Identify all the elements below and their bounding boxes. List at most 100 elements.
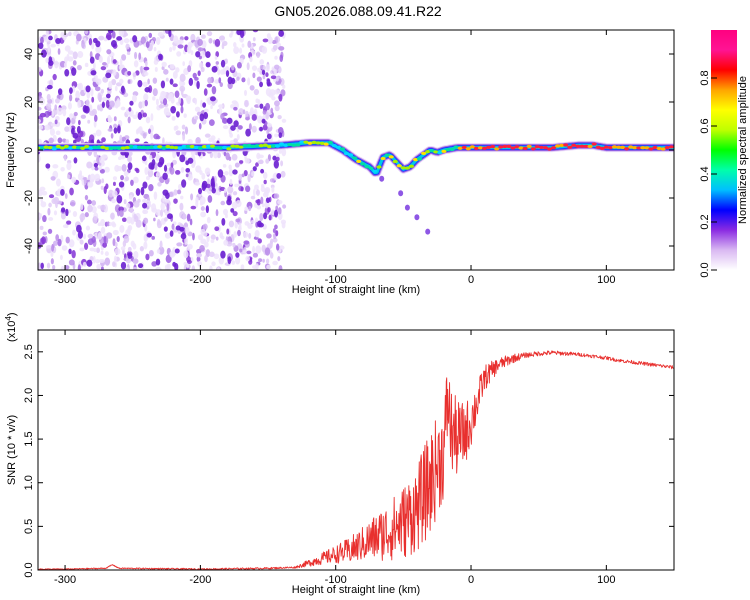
spectrogram-noise-blob <box>250 220 255 224</box>
spectrogram-noise-blob <box>105 93 111 99</box>
spectrogram-noise-blob <box>92 255 96 264</box>
spectrogram-noise-blob <box>184 36 189 41</box>
spectrogram-noise-blob <box>190 205 197 210</box>
spectrogram-noise-blob <box>170 162 174 169</box>
spectrogram-noise-blob <box>199 244 205 252</box>
spectrogram-noise-blob <box>64 265 70 270</box>
spectrogram-ridge-peak <box>270 144 277 148</box>
spectrogram-noise-blob <box>197 38 203 47</box>
spectrogram-x-tick-label: 100 <box>597 274 615 286</box>
spectrogram-noise-blob <box>98 55 103 63</box>
spectrogram-noise-blob <box>196 252 202 258</box>
spectrogram-noise-blob <box>169 78 174 85</box>
spectrogram-ridge-peak <box>80 146 86 151</box>
spectrogram-noise-blob <box>86 199 92 205</box>
spectrogram-ridge-peak <box>384 153 390 157</box>
spectrogram-noise-blob <box>204 167 211 176</box>
spectrogram-noise-blob <box>274 55 278 60</box>
spectrogram-ridge-peak <box>169 145 175 149</box>
spectrogram-noise-blob <box>155 153 160 162</box>
spectrogram-noise-blob <box>179 202 184 211</box>
spectrogram-noise-blob <box>194 76 199 81</box>
spectrogram-noise-blob <box>151 158 156 167</box>
spectrogram-noise-blob <box>112 238 116 247</box>
spectrogram-noise-blob <box>262 74 266 80</box>
spectrogram-noise-blob <box>106 221 110 227</box>
spectrogram-ridge-peak <box>360 162 366 166</box>
spectrogram-noise-blob <box>142 209 147 214</box>
spectrogram-noise-blob <box>142 132 147 139</box>
spectrogram-noise-blob <box>278 30 285 37</box>
spectrogram-ridge-peak <box>400 166 406 170</box>
spectrogram-noise-blob <box>143 241 148 250</box>
spectrogram-noise-blob <box>244 157 250 164</box>
spectrogram-noise-blob <box>274 105 280 112</box>
spectrogram-ridge-peak <box>441 149 447 153</box>
spectrogram-noise-blob <box>79 213 86 221</box>
spectrogram-noise-blob <box>135 188 141 196</box>
spectrogram-noise-blob <box>260 168 265 174</box>
spectrogram-noise-blob <box>188 77 194 86</box>
spectrogram-noise-blob <box>180 195 184 200</box>
spectrogram-noise-blob <box>250 195 256 200</box>
snr-panel: -300 -200 -100 0 100 0.0 0.5 1.0 1.5 2.0 2.5 Heig… <box>4 312 675 596</box>
spectrogram-noise-blob <box>133 213 137 220</box>
spectrogram-noise-blob <box>187 173 193 181</box>
spectrogram-noise-blob <box>104 166 110 173</box>
spectrogram-noise-blob <box>127 252 133 259</box>
spectrogram-noise-blob <box>138 101 143 109</box>
spectrogram-noise-blob <box>111 221 116 226</box>
spectrogram-noise-blob <box>192 232 195 241</box>
spectrogram-noise-blob <box>106 232 113 239</box>
spectrogram-noise-blob <box>122 240 127 247</box>
spectrogram-ridge-peak <box>161 146 167 150</box>
spectrogram-noise-blob <box>207 77 213 84</box>
spectrogram-noise-blob <box>44 124 51 131</box>
spectrogram-ridge-peak <box>258 144 264 148</box>
spectrogram-ridge-peak <box>254 144 260 148</box>
spectrogram-noise-blob <box>251 125 257 133</box>
spectrogram-noise-blob <box>127 79 131 84</box>
spectrogram-x-tick-label: -200 <box>189 274 211 286</box>
spectrogram-noise-blob <box>103 235 107 244</box>
spectrogram-noise-blob <box>181 124 186 130</box>
spectrogram-noise-blob <box>156 249 161 254</box>
spectrogram-ridge-peak <box>481 146 488 150</box>
spectrogram-noise-blob <box>112 229 119 236</box>
spectrogram-noise-blob <box>235 200 242 208</box>
spectrogram-y-tick-label: 20 <box>23 96 35 108</box>
spectrogram-noise-blob <box>211 65 218 73</box>
spectrogram-y-tick-label: -40 <box>23 238 35 254</box>
spectrogram-noise-blob <box>100 185 104 190</box>
spectrogram-noise-blob <box>231 153 238 161</box>
spectrogram-noise-blob <box>267 123 273 128</box>
spectrogram-noise-blob <box>215 209 219 217</box>
spectrogram-noise-blob <box>166 162 173 167</box>
spectrogram-noise-blob <box>187 259 192 265</box>
spectrogram-noise-blob <box>134 138 140 143</box>
spectrogram-ridge-peak <box>214 146 220 150</box>
spectrogram-ridge-peak <box>222 145 228 150</box>
spectrogram-noise-blob <box>63 154 67 162</box>
spectrogram-noise-blob <box>247 173 251 183</box>
spectrogram-ridge-peak <box>343 151 350 156</box>
snr-plot-area <box>38 330 674 570</box>
spectrogram-noise-blob <box>266 128 270 135</box>
spectrogram-ridge-peak <box>530 147 536 151</box>
spectrogram-noise-blob <box>210 238 215 244</box>
spectrogram-noise-blob <box>239 47 243 54</box>
spectrogram-noise-blob <box>161 61 167 67</box>
spectrogram-noise-blob <box>64 69 70 77</box>
spectrogram-noise-blob <box>241 173 245 178</box>
snr-y-tick-label: 0.0 <box>23 562 35 577</box>
spectrogram-noise-blob <box>47 44 51 53</box>
spectrogram-noise-blob <box>155 135 161 140</box>
spectrogram-noise-blob <box>219 232 223 239</box>
spectrogram-noise-blob <box>272 155 277 161</box>
spectrogram-ridge-peak <box>555 144 561 148</box>
spectrogram-noise-blob <box>86 259 93 267</box>
spectrogram-ridge-peak <box>510 146 516 150</box>
spectrogram-noise-blob <box>171 223 175 230</box>
spectrogram-noise-blob <box>246 62 250 71</box>
spectrogram-noise-blob <box>127 116 131 124</box>
